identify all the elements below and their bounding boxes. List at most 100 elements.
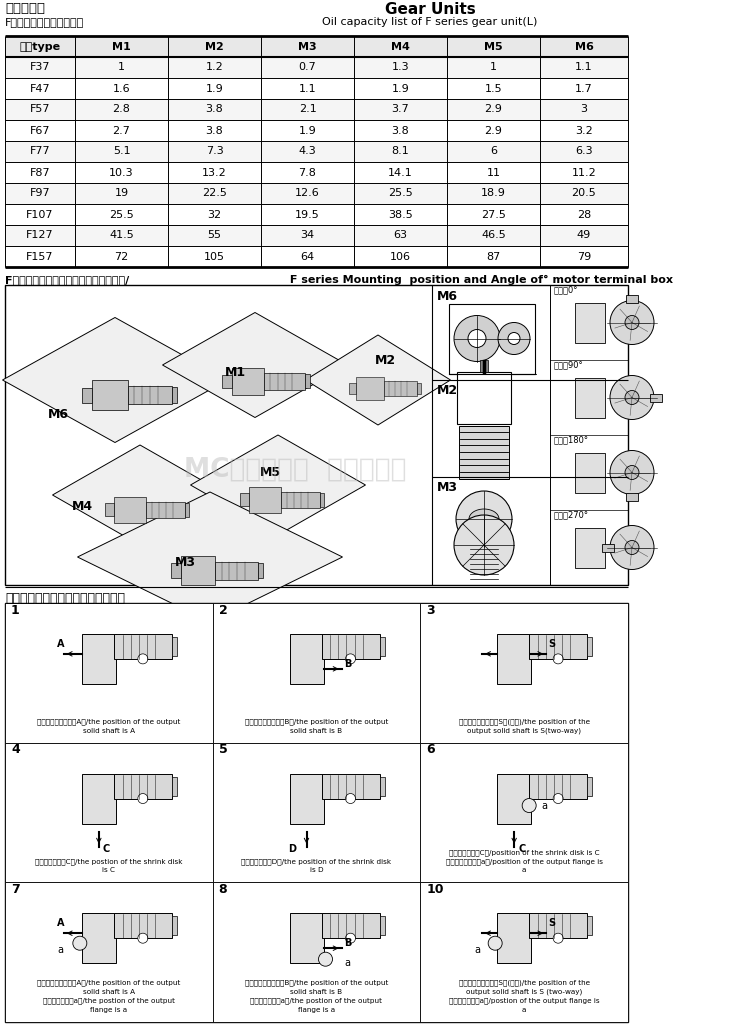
Text: 型号type: 型号type: [20, 42, 61, 51]
Text: solid shaft is B: solid shaft is B: [291, 728, 343, 733]
Text: M1: M1: [112, 42, 131, 51]
Text: 38.5: 38.5: [388, 210, 413, 219]
Text: 34: 34: [300, 230, 315, 241]
Text: 63: 63: [394, 230, 408, 241]
Bar: [289, 913, 324, 964]
Bar: [114, 913, 172, 938]
Circle shape: [72, 936, 87, 950]
Bar: [587, 916, 592, 935]
Text: 106: 106: [390, 252, 411, 261]
Text: 7.8: 7.8: [299, 168, 316, 177]
Circle shape: [138, 654, 148, 664]
Text: 32: 32: [207, 210, 222, 219]
Bar: [114, 634, 172, 658]
Bar: [128, 386, 172, 404]
Text: 1: 1: [11, 603, 20, 616]
Bar: [449, 303, 535, 374]
Text: 0.7: 0.7: [299, 62, 316, 73]
Bar: [497, 773, 531, 823]
Text: 27.5: 27.5: [481, 210, 506, 219]
Bar: [114, 497, 146, 523]
Text: B: B: [345, 658, 352, 669]
Text: 2: 2: [219, 603, 228, 616]
Bar: [5, 57, 628, 78]
Text: 5.1: 5.1: [113, 146, 130, 157]
Text: 1.7: 1.7: [575, 84, 593, 93]
Bar: [114, 773, 172, 799]
Text: 3: 3: [426, 603, 435, 616]
Text: a: a: [522, 867, 526, 873]
Text: 10: 10: [426, 883, 444, 896]
Text: solid shaft is A: solid shaft is A: [83, 728, 135, 733]
Bar: [529, 773, 587, 799]
Text: 4.3: 4.3: [299, 146, 316, 157]
Text: MC－商务谈判  迈佳减速机: MC－商务谈判 迈佳减速机: [184, 457, 406, 483]
Text: 1.1: 1.1: [575, 62, 593, 73]
Circle shape: [625, 390, 639, 404]
Bar: [231, 368, 264, 395]
Text: flange is a: flange is a: [90, 1007, 127, 1013]
Circle shape: [498, 323, 530, 354]
Bar: [587, 776, 592, 796]
Circle shape: [553, 654, 563, 664]
Bar: [172, 637, 177, 655]
Bar: [281, 492, 320, 508]
Text: S: S: [548, 919, 556, 928]
Text: M3: M3: [437, 481, 458, 494]
Bar: [5, 162, 628, 183]
Bar: [497, 913, 531, 964]
Text: 胀紧盘的位置为C向/the postion of the shrink disk: 胀紧盘的位置为C向/the postion of the shrink disk: [35, 858, 182, 864]
Text: 输出法兰位置为a向/the postion of the output: 输出法兰位置为a向/the postion of the output: [250, 997, 383, 1005]
Bar: [172, 387, 177, 402]
Bar: [575, 453, 605, 493]
Text: 输出实心轴的位置为B向/the position of the output: 输出实心轴的位置为B向/the position of the output: [244, 980, 388, 986]
Bar: [321, 773, 379, 799]
Text: 接线盒180°: 接线盒180°: [554, 435, 589, 444]
Circle shape: [468, 330, 486, 347]
Text: F57: F57: [30, 104, 51, 115]
Text: 28: 28: [577, 210, 591, 219]
Bar: [305, 375, 310, 388]
Bar: [5, 36, 628, 57]
Text: 胀紧盘的位置为D向/the position of the shrink disk: 胀紧盘的位置为D向/the position of the shrink dis…: [242, 858, 392, 864]
Bar: [171, 563, 181, 578]
Text: M6: M6: [437, 290, 458, 303]
Bar: [172, 916, 177, 935]
Bar: [82, 773, 116, 823]
Text: a: a: [522, 1007, 526, 1013]
Bar: [5, 141, 628, 162]
Text: 6: 6: [490, 146, 497, 157]
Circle shape: [138, 933, 148, 943]
Circle shape: [522, 799, 536, 812]
Polygon shape: [163, 312, 348, 418]
Text: 12.6: 12.6: [295, 188, 320, 199]
Text: 64: 64: [300, 252, 315, 261]
Bar: [213, 742, 420, 883]
Text: 3: 3: [580, 104, 588, 115]
Circle shape: [318, 952, 332, 967]
Text: 72: 72: [114, 252, 129, 261]
Text: a: a: [541, 801, 547, 811]
Text: 输出实心轴的位置为A向/the position of the output: 输出实心轴的位置为A向/the position of the output: [37, 980, 181, 986]
Text: Gear Units: Gear Units: [384, 1, 475, 16]
Text: 输出轴、输出法兰、张紧盘配置方向: 输出轴、输出法兰、张紧盘配置方向: [5, 592, 125, 604]
Circle shape: [625, 315, 639, 330]
Bar: [379, 916, 384, 935]
Text: 4: 4: [11, 743, 20, 756]
Text: 2.9: 2.9: [485, 126, 502, 135]
Text: Oil capacity list of F series gear unit(L): Oil capacity list of F series gear unit(…: [322, 17, 538, 27]
Bar: [184, 503, 190, 517]
Text: 11.2: 11.2: [572, 168, 597, 177]
Bar: [213, 603, 420, 742]
Text: 3.8: 3.8: [392, 126, 409, 135]
Text: 10.3: 10.3: [109, 168, 134, 177]
Bar: [320, 494, 324, 507]
Text: M6: M6: [575, 42, 594, 51]
Text: 齿轮减速机: 齿轮减速机: [5, 2, 45, 15]
Text: 55: 55: [207, 230, 222, 241]
Polygon shape: [190, 435, 365, 535]
Circle shape: [488, 936, 502, 950]
Text: 2.8: 2.8: [113, 104, 130, 115]
Bar: [5, 78, 628, 99]
Text: 46.5: 46.5: [481, 230, 506, 241]
